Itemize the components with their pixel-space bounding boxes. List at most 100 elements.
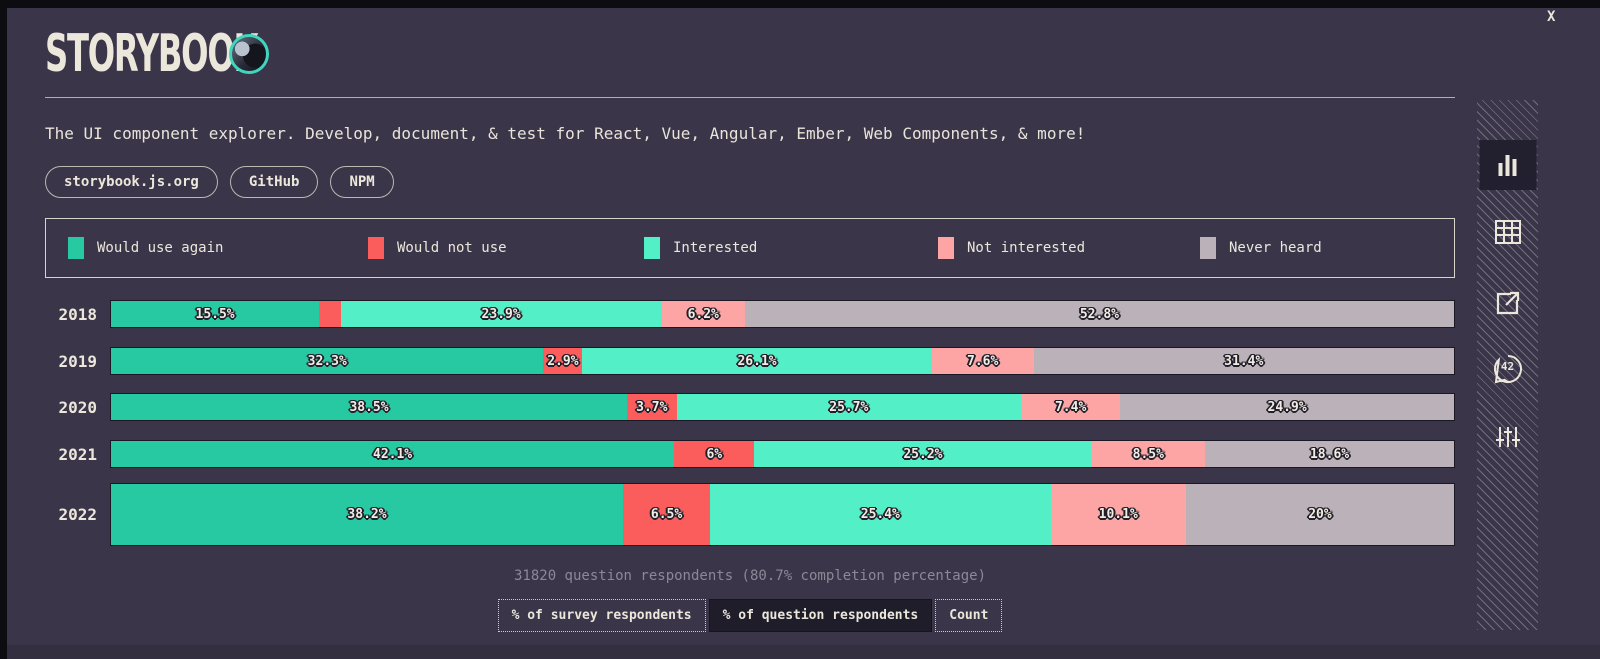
comments-button[interactable]: 42 [1491,353,1525,387]
window-edge-top [0,0,1600,8]
comments-count-badge: 42 [1500,360,1515,373]
stacked-bar: 38.5% 3.7% 25.7% 7.4% 24.9% [110,393,1455,421]
segment-value-label: 2.9% [547,353,579,369]
bar-segment-would-not-use[interactable]: 2.9% [543,348,583,374]
bar-segment-would-not-use[interactable]: 6.5% [623,484,711,545]
bar-segment-would-use-again[interactable]: 32.3% [111,348,544,374]
segment-value-label: 25.7% [829,399,869,415]
segment-value-label: 25.4% [860,507,900,522]
external-link-icon [1495,290,1521,316]
legend-item-not-interested[interactable]: Not interested [938,237,1085,259]
bar-segment-not-interested[interactable]: 6.2% [661,301,745,327]
legend-label: Not interested [967,240,1086,256]
bar-segment-would-use-again[interactable]: 38.5% [111,394,628,420]
segment-value-label: 6% [706,446,723,462]
chart-row-2018: 2018 15.5% 23.9% 6.2% 52.8% [45,300,1455,328]
link-pills: storybook.js.org GitHub NPM [45,166,394,198]
bar-segment-never-heard[interactable]: 18.6% [1205,441,1454,467]
chart-row-2019: 2019 32.3% 2.9% 26.1% 7.6% 31.4% [45,347,1455,375]
segment-value-label: 23.9% [481,306,521,322]
comment-bubble-icon [1491,353,1525,387]
data-table-button[interactable] [1494,220,1521,244]
segment-value-label: 8.5% [1132,446,1164,462]
chart-row-2022: 2022 38.2% 6.5% 25.4% 10.1% 20% [45,483,1455,546]
segment-value-label: 6.2% [687,306,719,322]
window-edge-left [0,0,7,659]
bar-segment-never-heard[interactable]: 52.8% [744,301,1454,327]
segment-value-label: 15.5% [195,306,235,322]
segment-value-label: 6.5% [650,507,683,522]
link-github[interactable]: GitHub [229,166,319,198]
year-label: 2018 [58,304,97,324]
legend-swatch [1200,237,1216,259]
legend-item-interested[interactable]: Interested [644,237,757,259]
window-edge-bottom [7,645,1600,659]
header: STORYBOOK [45,28,387,80]
segment-value-label: 32.3% [307,353,347,369]
bar-segment-never-heard[interactable]: 24.9% [1120,394,1454,420]
bar-segment-not-interested[interactable]: 7.6% [931,348,1034,374]
segment-value-label: 18.6% [1309,446,1350,462]
legend-swatch [68,237,84,259]
bar-segment-never-heard[interactable]: 31.4% [1033,348,1454,374]
year-label: 2021 [58,444,97,464]
bar-segment-would-not-use[interactable]: 6% [674,441,755,467]
legend-swatch [368,237,384,259]
units-toggle-group: % of survey respondents% of question res… [45,599,1455,632]
segment-value-label: 20% [1308,507,1332,522]
segment-value-label: 7.4% [1054,399,1087,415]
header-divider [45,97,1455,98]
toggle-percent-survey[interactable]: % of survey respondents [497,599,706,632]
filters-button[interactable] [1495,425,1521,449]
legend-item-would-not-use[interactable]: Would not use [368,237,507,259]
legend-label: Would use again [97,240,224,256]
bar-segment-would-not-use[interactable]: 3.7% [627,394,677,420]
bar-segment-would-not-use[interactable] [319,301,341,327]
link-storybook-js-org[interactable]: storybook.js.org [45,166,218,198]
stacked-bar-chart: 2018 15.5% 23.9% 6.2% 52.8% 2019 32.3% 2.9% 26.1… [45,300,1455,550]
filter-sliders-icon [1495,425,1521,449]
segment-value-label: 38.2% [347,507,387,522]
bar-segment-never-heard[interactable]: 20% [1185,484,1454,545]
segment-value-label: 42.1% [373,446,413,462]
year-label: 2019 [58,351,97,371]
bar-segment-would-use-again[interactable]: 15.5% [111,301,320,327]
stacked-bar: 38.2% 6.5% 25.4% 10.1% 20% [110,483,1455,546]
respondents-note: 31820 question respondents (80.7% comple… [513,568,986,584]
chart-toolbar-sidebar: 42 [1477,100,1538,630]
segment-value-label: 10.1% [1098,507,1138,522]
year-label: 2020 [58,397,97,417]
segment-value-label: 3.7% [636,399,668,415]
bar-segment-interested[interactable]: 25.2% [754,441,1092,467]
bar-segment-not-interested[interactable]: 10.1% [1050,484,1186,545]
legend-label: Never heard [1229,240,1322,256]
bar-segment-interested[interactable]: 23.9% [340,301,662,327]
close-button[interactable]: X [1541,8,1561,26]
legend-swatch [644,237,660,259]
share-button[interactable] [1495,290,1521,316]
bar-chart-view-button[interactable] [1479,140,1536,190]
link-npm[interactable]: NPM [330,166,394,198]
bar-segment-not-interested[interactable]: 8.5% [1091,441,1206,467]
stacked-bar: 15.5% 23.9% 6.2% 52.8% [110,300,1455,328]
legend-item-never-heard[interactable]: Never heard [1200,237,1322,259]
bar-segment-would-use-again[interactable]: 38.2% [111,484,623,545]
year-label: 2022 [58,505,97,524]
bar-segment-interested[interactable]: 26.1% [582,348,932,374]
page-title: STORYBOOK [45,24,258,84]
legend-label: Interested [673,240,758,256]
bar-segment-interested[interactable]: 25.4% [710,484,1051,545]
toggle-count[interactable]: Count [935,599,1003,632]
segment-value-label: 38.5% [349,399,389,415]
legend-item-would-use-again[interactable]: Would use again [68,237,223,259]
segment-value-label: 31.4% [1224,353,1264,369]
chart-row-2021: 2021 42.1% 6% 25.2% 8.5% 18.6% [45,440,1455,468]
bar-segment-not-interested[interactable]: 7.4% [1021,394,1121,420]
bar-chart-icon [1496,154,1520,176]
storybook-logo-avatar [229,34,269,74]
bar-segment-would-use-again[interactable]: 42.1% [111,441,675,467]
bar-segment-interested[interactable]: 25.7% [676,394,1022,420]
toggle-percent-question[interactable]: % of question respondents [708,599,933,632]
legend-swatch [938,237,954,259]
